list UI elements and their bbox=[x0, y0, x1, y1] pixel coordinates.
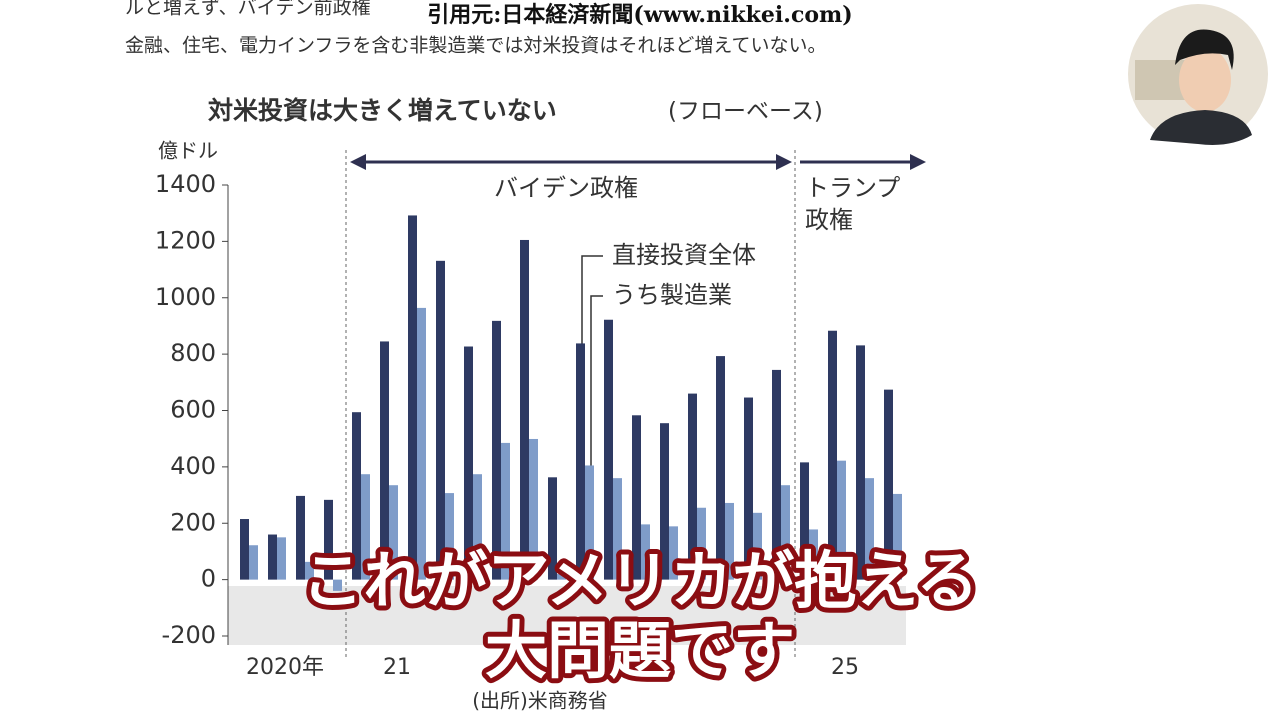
avatar bbox=[1128, 4, 1268, 145]
bar bbox=[697, 507, 706, 580]
y-tick-label: -200 bbox=[162, 621, 216, 649]
y-tick-label: 400 bbox=[170, 452, 216, 480]
bar bbox=[408, 215, 417, 580]
bar bbox=[865, 478, 874, 580]
y-tick-label: 1400 bbox=[155, 170, 216, 198]
y-tick-label: 800 bbox=[170, 339, 216, 367]
period-label: バイデン政権 bbox=[494, 174, 638, 202]
bar bbox=[716, 356, 725, 580]
bar bbox=[613, 478, 622, 580]
bar bbox=[501, 442, 510, 580]
bar bbox=[744, 397, 753, 580]
y-tick-label: 1000 bbox=[155, 283, 216, 311]
bar bbox=[389, 485, 398, 580]
bar bbox=[436, 260, 445, 580]
bar bbox=[417, 307, 426, 580]
y-tick-label: 0 bbox=[201, 565, 216, 593]
bar bbox=[240, 519, 249, 580]
bar bbox=[445, 493, 454, 580]
x-tick-label: 2020年 bbox=[246, 655, 324, 680]
period-label: トランプ bbox=[805, 174, 900, 202]
bar bbox=[884, 389, 893, 580]
bar bbox=[660, 423, 669, 580]
y-axis-label: 億ドル bbox=[158, 139, 218, 163]
bar bbox=[492, 320, 501, 580]
bar bbox=[604, 319, 613, 580]
legend-leader bbox=[581, 255, 603, 470]
chart-title: 対米投資は大きく増えていない bbox=[208, 96, 557, 125]
y-tick-label: 200 bbox=[170, 508, 216, 536]
bar bbox=[669, 526, 678, 580]
legend-label: うち製造業 bbox=[612, 281, 732, 309]
bar bbox=[585, 465, 594, 580]
bar bbox=[688, 393, 697, 580]
bar bbox=[725, 502, 734, 580]
bar bbox=[837, 460, 846, 580]
period-arrow bbox=[350, 154, 926, 170]
bar bbox=[249, 545, 258, 580]
bar bbox=[464, 346, 473, 580]
bar bbox=[641, 524, 650, 580]
caption-line: これがアメリカが抱える bbox=[301, 544, 978, 617]
citation: 引用元:日本経済新聞(www.nikkei.com) bbox=[427, 2, 852, 28]
bar bbox=[520, 239, 529, 580]
bar bbox=[268, 534, 277, 580]
bar bbox=[557, 573, 566, 580]
bar bbox=[277, 537, 286, 580]
article-line: 金融、住宅、電力インフラを含む非製造業では対米投資はそれほど増えていない。 bbox=[125, 35, 826, 57]
bar bbox=[324, 499, 333, 580]
legend-label: 直接投資全体 bbox=[612, 241, 756, 269]
bar bbox=[753, 512, 762, 580]
period-label: 政権 bbox=[805, 206, 853, 234]
bar bbox=[809, 529, 818, 580]
bar bbox=[772, 369, 781, 580]
y-tick-label: 1200 bbox=[155, 226, 216, 254]
bar bbox=[781, 485, 790, 580]
caption-line: 大問題です bbox=[485, 614, 795, 687]
bar bbox=[305, 561, 314, 580]
bar bbox=[352, 412, 361, 580]
bar bbox=[296, 495, 305, 580]
article-line: ルと増えず、バイデン前政権 bbox=[125, 0, 371, 19]
bar bbox=[576, 343, 585, 580]
chart-subtitle: (フローベース) bbox=[668, 99, 823, 125]
x-tick-label: 21 bbox=[383, 655, 411, 680]
bar bbox=[333, 579, 342, 591]
bar bbox=[529, 438, 538, 580]
bar bbox=[473, 474, 482, 580]
negative-band bbox=[228, 586, 906, 645]
bar bbox=[893, 493, 902, 580]
y-tick-label: 600 bbox=[170, 396, 216, 424]
bar bbox=[548, 477, 557, 580]
bar bbox=[828, 330, 837, 580]
bar bbox=[361, 474, 370, 580]
bar bbox=[800, 462, 809, 580]
bar bbox=[856, 345, 865, 580]
plot: -200 0 200 400 600 800 1000 1200 1400 2020年 21 25 bbox=[155, 170, 902, 680]
source: (出所)米商務省 bbox=[472, 689, 608, 713]
x-tick-label: 25 bbox=[831, 655, 859, 680]
bar bbox=[380, 341, 389, 580]
bar bbox=[632, 415, 641, 580]
